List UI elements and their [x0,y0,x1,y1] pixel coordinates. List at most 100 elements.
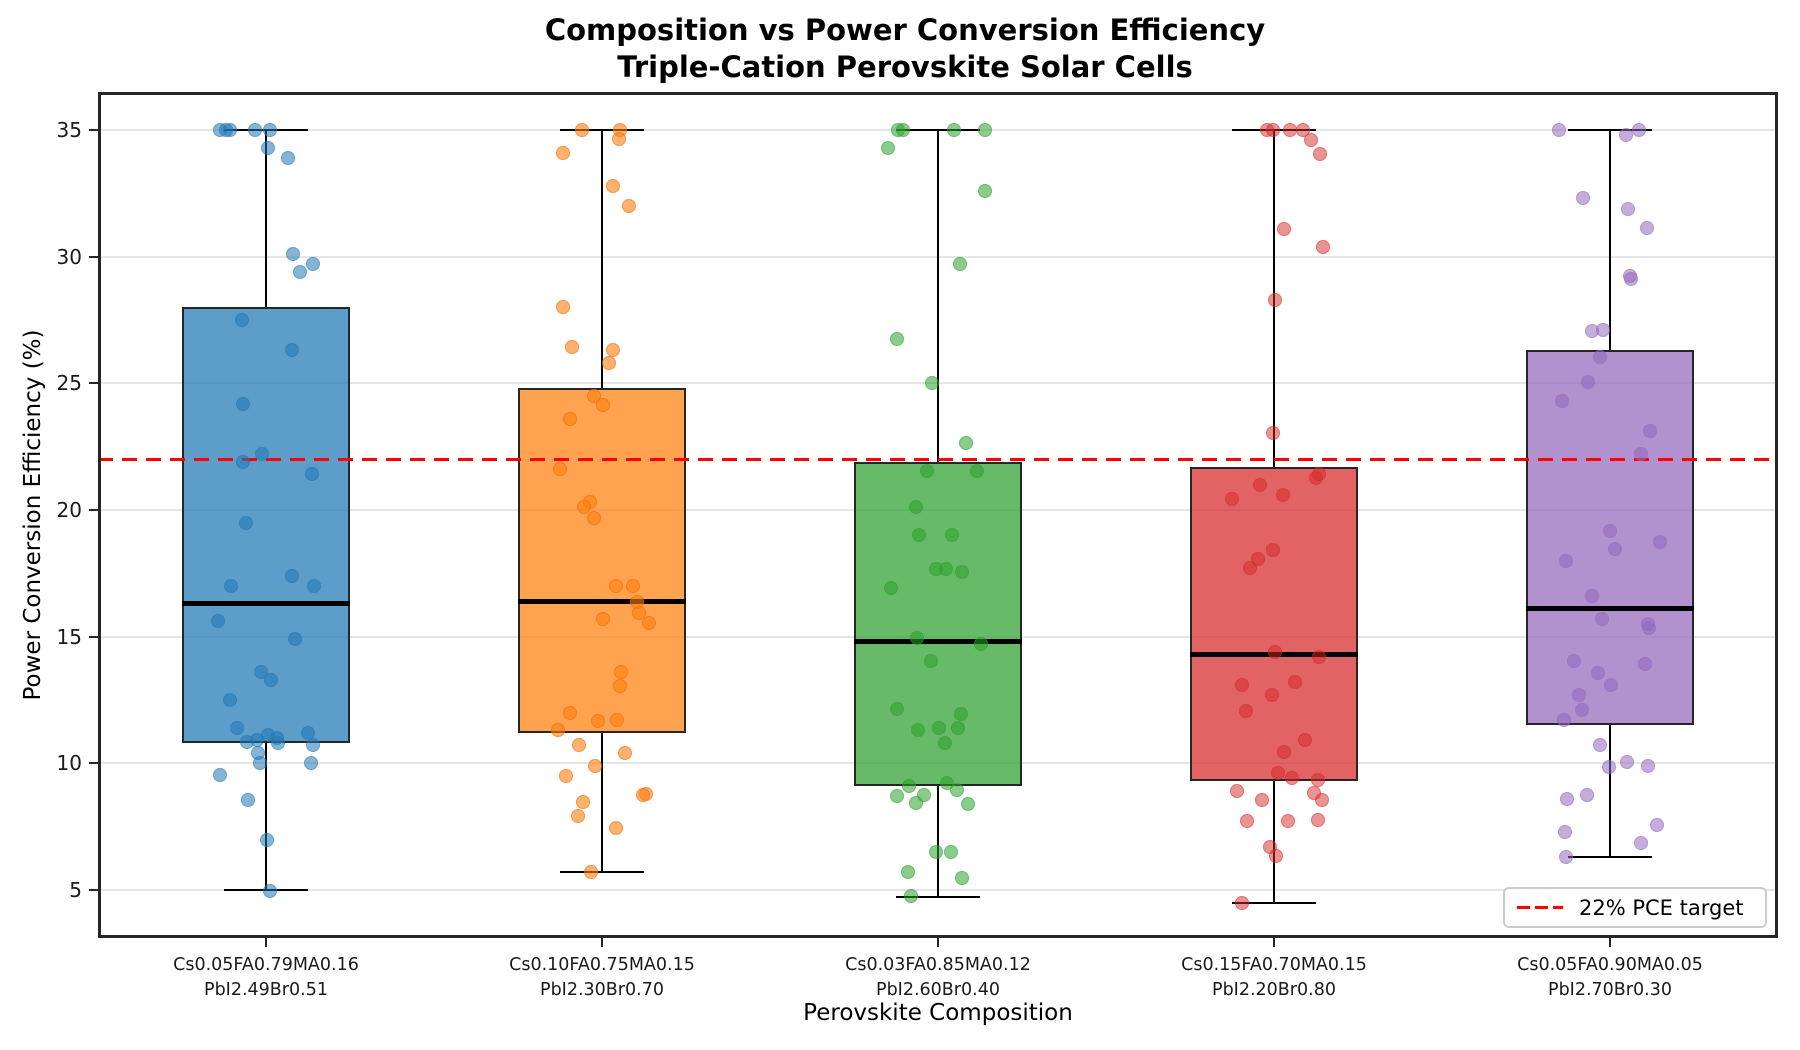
x-tick-label: Cs0.10FA0.75MA0.15 PbI2.30Br0.70 [432,953,772,1003]
data-point [632,605,646,620]
data-point [1311,772,1325,787]
data-point [612,131,626,146]
median-line [518,598,686,604]
y-tick-mark [89,762,98,765]
data-point [1552,122,1566,137]
data-point [954,706,968,721]
data-point [947,122,961,137]
y-tick-label: 30 [56,244,82,269]
x-tick-label-line1: Cs0.10FA0.75MA0.15 [509,955,695,975]
x-tick-label-line2: PbI2.30Br0.70 [540,980,664,1000]
data-point [929,844,943,859]
data-point [1312,649,1326,664]
data-point [563,411,577,426]
plot-area [98,92,1778,938]
data-point [1298,733,1312,748]
y-tick-label: 35 [56,117,82,142]
x-tick-label: Cs0.03FA0.85MA0.12 PbI2.60Br0.40 [768,953,1108,1003]
data-point [239,515,253,530]
data-point [577,500,591,515]
data-point [271,735,285,750]
data-point [1567,653,1581,668]
data-point [213,767,227,782]
data-point [978,183,992,198]
data-point [974,637,988,652]
y-tick-mark [89,128,98,131]
data-point [911,723,925,738]
data-point [1591,666,1605,681]
data-point [1621,201,1635,216]
data-point [1265,687,1279,702]
data-point [248,122,262,137]
data-point [1604,677,1618,692]
data-point [253,756,267,771]
x-tick-label-line1: Cs0.05FA0.90MA0.05 [1517,955,1703,975]
y-tick-mark [89,635,98,638]
data-point [884,581,898,596]
data-point [1239,704,1253,719]
data-point [602,356,616,371]
data-point [1230,784,1244,799]
data-point [890,701,904,716]
data-point [591,714,605,729]
data-point [304,756,318,771]
data-point [890,788,904,803]
data-point [1316,239,1330,254]
data-point [1641,758,1655,773]
data-point [307,578,321,593]
data-point [1235,895,1249,910]
chart-title: Composition vs Power Conversion Efficien… [545,12,1265,86]
data-point [571,808,585,823]
data-point [264,672,278,687]
data-point [1624,272,1638,287]
data-point [1559,849,1573,864]
data-point [263,122,277,137]
data-point [1225,491,1239,506]
data-point [596,611,610,626]
data-point [920,463,934,478]
whisker-lower-stem [1609,725,1611,857]
y-tick-mark [89,255,98,258]
data-point [286,247,300,262]
data-point [642,615,656,630]
data-point [925,376,939,391]
data-point [961,796,975,811]
data-point [241,792,255,807]
data-point [1255,792,1269,807]
data-point [556,300,570,315]
data-point [1277,744,1291,759]
data-point [1576,191,1590,206]
data-point [293,264,307,279]
data-point [236,396,250,411]
data-point [1593,738,1607,753]
data-point [1603,524,1617,539]
data-point [1268,644,1282,659]
data-point [565,339,579,354]
whisker-lower-cap [896,896,980,899]
target-line [98,457,1778,461]
data-point [288,632,302,647]
data-point [261,140,275,155]
x-tick-mark [601,938,603,947]
data-point [909,500,923,515]
chart-title-line1: Composition vs Power Conversion Efficien… [544,13,1266,47]
data-point [235,312,249,327]
data-point [1572,687,1586,702]
data-point [1620,754,1634,769]
data-point [1580,788,1594,803]
data-point [236,454,250,469]
data-point [1557,713,1571,728]
median-line [1526,606,1694,612]
data-point [572,738,586,753]
x-tick-label-line2: PbI2.70Br0.30 [1548,980,1672,1000]
data-point [953,257,967,272]
x-tick-label: Cs0.05FA0.79MA0.16 PbI2.49Br0.51 [96,953,436,1003]
chart-title-line2: Triple-Cation Perovskite Solar Cells [617,50,1193,84]
data-point [1243,561,1257,576]
data-point [959,435,973,450]
data-point [553,462,567,477]
box-2 [518,388,686,733]
legend-label: 22% PCE target [1579,895,1744,920]
data-point [1266,122,1280,137]
